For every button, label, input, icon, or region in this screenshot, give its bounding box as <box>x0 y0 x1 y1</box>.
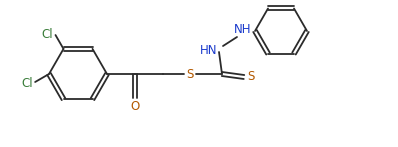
Text: HN: HN <box>200 44 218 56</box>
Text: Cl: Cl <box>21 76 33 90</box>
Text: Cl: Cl <box>42 27 53 41</box>
Text: S: S <box>247 70 255 82</box>
Text: NH: NH <box>234 22 252 35</box>
Text: S: S <box>186 67 194 81</box>
Text: O: O <box>131 100 140 112</box>
